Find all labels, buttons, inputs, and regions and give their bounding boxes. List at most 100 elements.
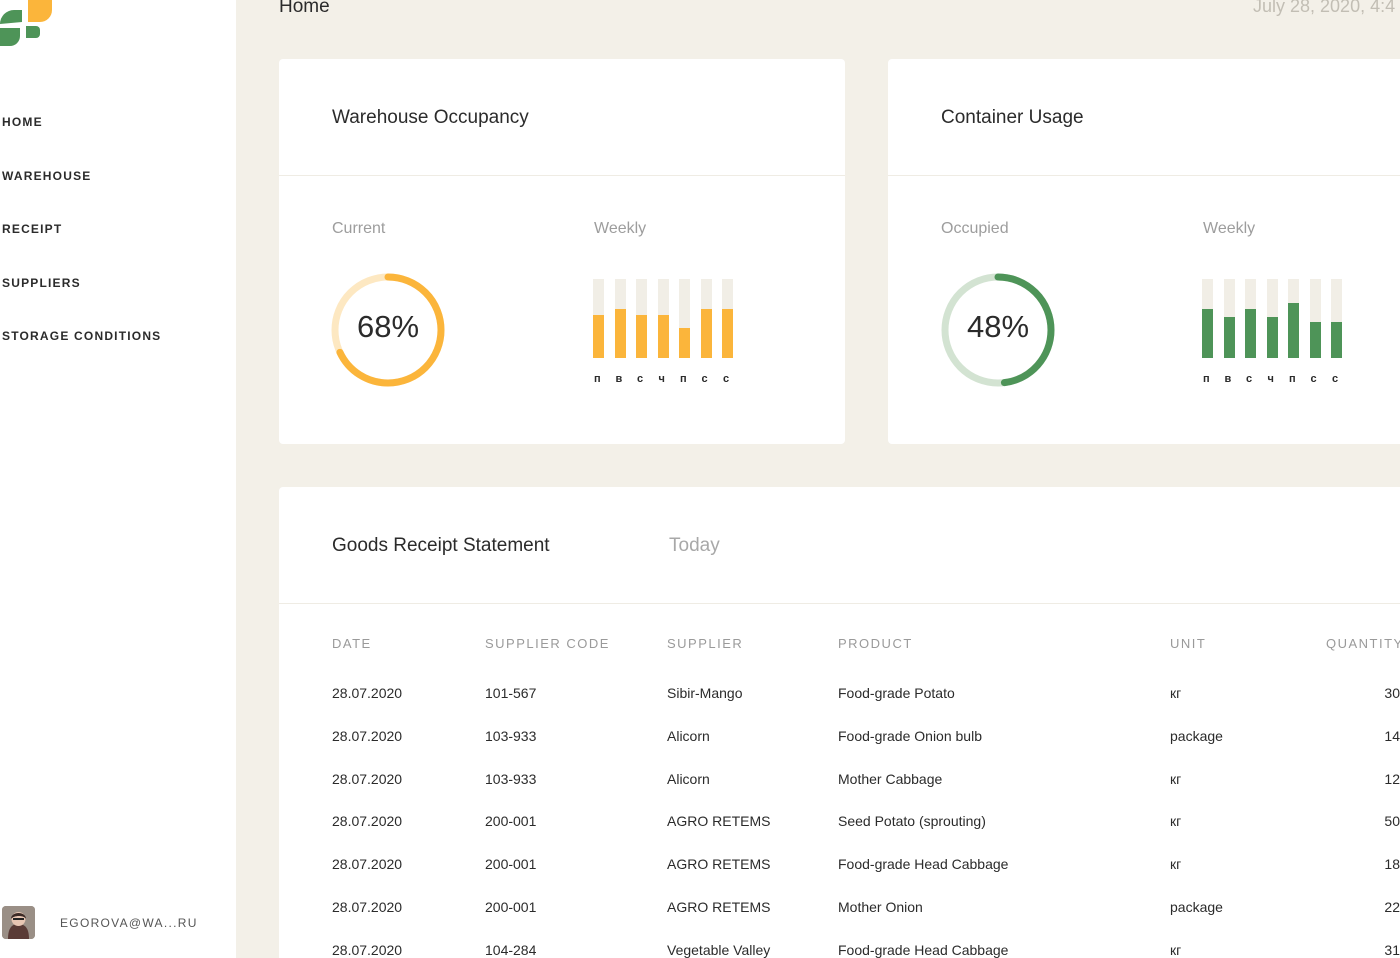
logo-icon (0, 0, 52, 46)
occupancy-day-label: в (615, 373, 623, 385)
container-donut-chart (941, 273, 1055, 387)
column-quantity-cell: 50 (1384, 813, 1400, 830)
user-profile[interactable]: EGOROVA@WA...RU (2, 906, 198, 939)
container-donut: 48% (937, 269, 1059, 391)
column-unit-cell: package (1170, 727, 1223, 744)
user-avatar-icon (2, 906, 35, 939)
occupancy-bar-track (679, 279, 690, 358)
container-weekly-bars (1202, 279, 1353, 358)
occupancy-value: 68% (356, 309, 420, 344)
occupancy-bar (636, 315, 647, 358)
container-bar-track (1245, 279, 1256, 358)
container-bar (1288, 302, 1299, 358)
occupancy-bar (614, 309, 626, 358)
occupancy-day-label: с (701, 373, 708, 385)
column-supplier-cell: AGRO RETEMS (667, 899, 771, 915)
column-unit-cell: кг (1170, 856, 1182, 873)
container-bar (1309, 321, 1321, 358)
card-title: Warehouse Occupancy (332, 107, 529, 128)
container-bar (1245, 309, 1256, 358)
column-unit-cell: кг (1170, 941, 1182, 958)
occupancy-day-label: п (594, 373, 601, 385)
container-day-label: ч (1267, 373, 1274, 385)
container-usage-card: Container Usage Occupied Weekly 48% п в с ч… (888, 59, 1400, 444)
weekly-label: Weekly (594, 220, 647, 237)
weekly-label: Weekly (1203, 220, 1256, 237)
occupancy-day-label: п (680, 373, 687, 385)
column-quantity-cell: 18 (1384, 856, 1400, 873)
sidebar-item-home[interactable]: HOME (2, 115, 43, 129)
occupancy-donut-chart (331, 273, 445, 387)
occupancy-bar-track (593, 279, 604, 358)
goods-receipt-card: Goods Receipt Statement Today DATE SUPPLI… (279, 487, 1400, 958)
column-quantity-header[interactable]: QUANTITY (1326, 636, 1400, 651)
container-bar-track (1331, 279, 1342, 358)
card-title: Container Usage (941, 107, 1084, 128)
column-product-cell: Food-grade Head Cabbage (838, 941, 1009, 958)
header-date: July 28, 2020, 4:4 (1253, 0, 1396, 16)
container-day-label: п (1289, 373, 1296, 385)
container-day-label: с (1246, 373, 1253, 385)
column-supplier-cell: AGRO RETEMS (667, 813, 771, 830)
card-header: Container Usage (888, 59, 1400, 176)
container-day-label: с (1310, 373, 1317, 385)
sidebar-item-storage-conditions[interactable]: STORAGE CONDITIONS (2, 329, 162, 343)
occupancy-day-label: ч (658, 373, 665, 385)
container-bar-track (1202, 279, 1213, 358)
column-supplier-code-cell: 103-933 (485, 727, 537, 744)
column-supplier-header[interactable]: SUPPLIER (667, 636, 744, 651)
column-supplier-cell: AGRO RETEMS (667, 856, 771, 873)
container-bar-track (1223, 279, 1235, 358)
occupancy-day-label: с (637, 373, 644, 385)
column-unit-cell: кг (1170, 770, 1182, 787)
occupancy-day-label: с (723, 373, 730, 385)
column-quantity-cell: 31 (1384, 941, 1400, 958)
column-product-cell: Seed Potato (sprouting) (838, 813, 986, 830)
occupancy-bar (679, 327, 690, 358)
column-supplier-code-cell: 103-933 (485, 770, 537, 787)
column-unit-cell: кг (1170, 685, 1182, 701)
sidebar-item-receipt[interactable]: RECEIPT (2, 222, 63, 236)
period-filter[interactable]: Today (669, 535, 720, 556)
container-bar (1331, 321, 1342, 358)
sidebar-nav: HOME WAREHOUSE RECEIPT SUPPLIERS STORAGE… (2, 113, 161, 381)
card-title: Goods Receipt Statement (332, 535, 550, 556)
occupancy-bar-track (722, 279, 733, 358)
column-date-cell: 28.07.2020 (332, 685, 403, 701)
column-product-cell: Mother Onion (838, 899, 923, 915)
container-day-label: п (1203, 373, 1210, 385)
column-date-header[interactable]: DATE (332, 636, 372, 651)
column-supplier-cell: Sibir-Mango (667, 685, 743, 701)
column-quantity-cell: 12 (1384, 770, 1400, 787)
occupancy-donut: 68% (327, 269, 449, 391)
column-product-header[interactable]: PRODUCT (838, 636, 913, 651)
occupancy-bar-track (657, 279, 669, 358)
column-date-cell: 28.07.2020 (332, 856, 403, 873)
column-supplier-code-cell: 101-567 (485, 685, 537, 701)
occupancy-bar (722, 309, 733, 358)
container-arc (941, 273, 1055, 387)
column-date-cell: 28.07.2020 (332, 899, 403, 915)
column-quantity-cell: 30 (1384, 685, 1400, 701)
column-supplier-code-cell: 200-001 (485, 899, 537, 915)
column-product-cell: Mother Cabbage (838, 770, 943, 787)
column-unit-header[interactable]: UNIT (1170, 636, 1207, 651)
column-product-cell: Food-grade Potato (838, 685, 955, 701)
sidebar-item-warehouse[interactable]: WAREHOUSE (2, 168, 92, 183)
occupancy-bar (593, 315, 604, 358)
column-supplier-cell: Vegetable Valley (667, 941, 771, 958)
container-bar (1223, 316, 1235, 358)
occupancy-bar-track (700, 279, 712, 358)
column-supplier-code-header[interactable]: SUPPLIER CODE (485, 636, 610, 651)
container-day-label: с (1332, 373, 1339, 385)
user-email: EGOROVA@WA...RU (60, 915, 198, 930)
column-product-cell: Food-grade Onion bulb (838, 727, 982, 744)
sidebar-item-suppliers[interactable]: SUPPLIERS (2, 275, 81, 290)
column-quantity-cell: 14 (1384, 727, 1400, 744)
container-bar-track (1266, 279, 1278, 358)
container-value: 48% (966, 309, 1030, 344)
column-product-cell: Food-grade Head Cabbage (838, 856, 1009, 873)
avatar[interactable] (2, 906, 35, 939)
occupancy-bar-track (614, 279, 626, 358)
container-day-label: в (1224, 373, 1232, 385)
